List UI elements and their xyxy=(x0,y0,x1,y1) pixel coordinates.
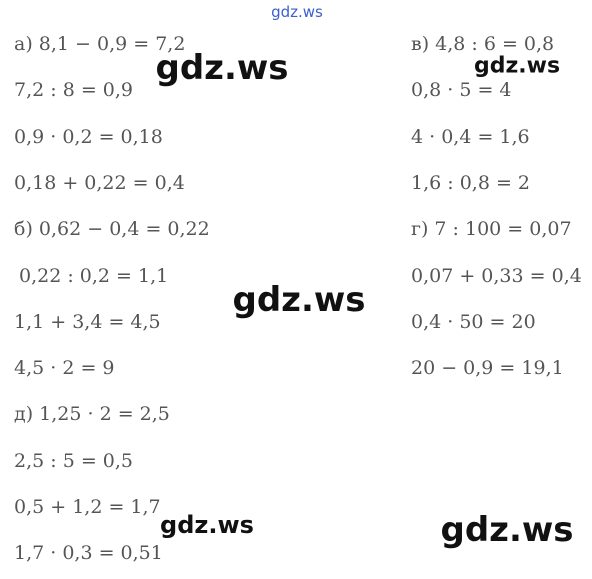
equation: 0,4 · 50 = 20 xyxy=(411,310,536,333)
equation: 0,9 · 0,2 = 0,18 xyxy=(14,125,163,148)
equation: в) 4,8 : 6 = 0,8 xyxy=(411,33,555,55)
equation: 20 − 0,9 = 19,1 xyxy=(411,357,564,380)
equation: 0,18 + 0,22 = 0,4 xyxy=(14,171,185,194)
equation: 1,1 + 3,4 = 4,5 xyxy=(14,310,161,333)
equation: 0,07 + 0,33 = 0,4 xyxy=(411,264,582,287)
watermark: gdz.ws xyxy=(160,511,254,539)
watermark: gdz.ws xyxy=(440,510,574,550)
watermark: gdz.ws xyxy=(232,280,366,320)
equation: 0,22 : 0,2 = 1,1 xyxy=(19,264,169,287)
equation: 7,2 : 8 = 0,9 xyxy=(14,79,134,102)
equation: 1,7 · 0,3 = 0,51 xyxy=(14,542,163,565)
watermark: gdz.ws xyxy=(155,48,289,88)
watermark: gdz.ws xyxy=(473,53,561,79)
equation: 0,8 · 5 = 4 xyxy=(411,79,512,102)
equation: 2,5 : 5 = 0,5 xyxy=(14,449,134,472)
equation: б) 0,62 − 0,4 = 0,22 xyxy=(14,218,210,241)
equation: д) 1,25 · 2 = 2,5 xyxy=(14,403,170,426)
equation: 0,5 + 1,2 = 1,7 xyxy=(14,496,161,518)
equation: 1,6 : 0,8 = 2 xyxy=(411,171,531,194)
equation: 4 · 0,4 = 1,6 xyxy=(411,125,530,148)
watermark: gdz.ws xyxy=(271,3,323,21)
equation: г) 7 : 100 = 0,07 xyxy=(411,218,572,241)
equation: 4,5 · 2 = 9 xyxy=(14,357,115,380)
equation: а) 8,1 − 0,9 = 7,2 xyxy=(14,33,186,55)
